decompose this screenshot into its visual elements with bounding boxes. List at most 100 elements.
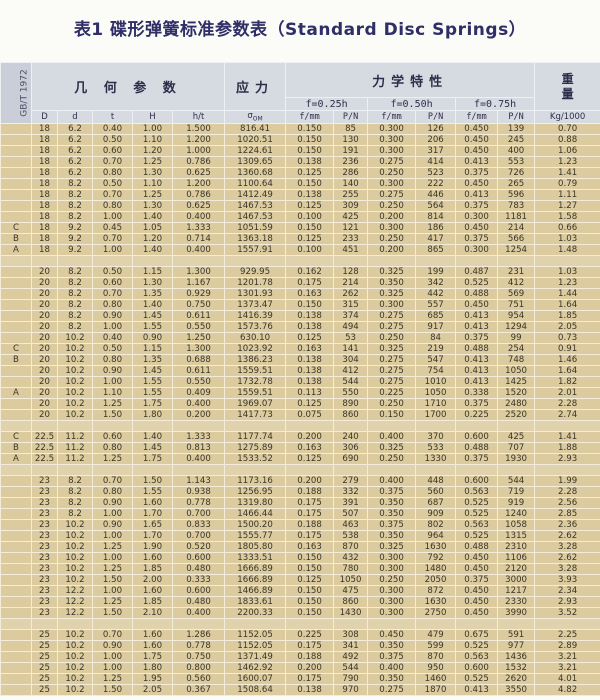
load-3-cell: 1217: [497, 585, 536, 597]
thickness-cell: 0.90: [92, 365, 133, 377]
free-height-cell: 1.30: [132, 277, 173, 289]
h-over-t-cell: 1.200: [171, 178, 226, 190]
spacer-row: [0, 420, 600, 432]
deflection-1-cell: 0.125: [285, 453, 335, 465]
load-3-cell: 707: [497, 442, 536, 454]
h-over-t-cell: 0.367: [171, 684, 226, 696]
h-over-t-cell: 0.700: [171, 530, 226, 542]
grade-cell: [0, 662, 32, 674]
stress-cell: 1666.89: [224, 574, 287, 586]
deflection-1-cell: 0.138: [285, 376, 335, 388]
deflection-2-cell: 0.325: [367, 541, 417, 553]
grade-cell: A: [0, 453, 32, 465]
table-row: 20 8.2 0.50 1.15 1.300 929.95 0.162 128 0.325 199…: [0, 266, 600, 278]
inner-diameter-cell: 10.2: [57, 552, 93, 564]
load-2-cell: 872: [415, 585, 457, 597]
deflection-1-cell: 0.175: [285, 277, 335, 289]
deflection-3-cell: 0.450: [455, 299, 499, 311]
load-1-cell: [333, 420, 369, 432]
thickness-cell: 1.00: [92, 244, 133, 256]
load-3-cell: 553: [497, 156, 536, 168]
grade-cell: [0, 200, 32, 212]
column-header: P/N: [333, 110, 369, 124]
h-over-t-cell: 0.833: [171, 519, 226, 531]
free-height-cell: 1.15: [132, 266, 173, 278]
deflection-1-cell: 0.125: [285, 332, 335, 344]
load-2-cell: 448: [415, 475, 457, 487]
thickness-cell: 1.25: [92, 398, 133, 410]
deflection-2-cell: 0.300: [367, 585, 417, 597]
grade-cell: [0, 178, 32, 190]
load-2-cell: [415, 420, 457, 432]
grade-cell: C: [0, 431, 32, 443]
deflection-2-cell: 0.325: [367, 288, 417, 300]
load-3-cell: 748: [497, 354, 536, 366]
deflection-2-cell: 0.375: [367, 519, 417, 531]
outer-diameter-cell: [31, 464, 58, 476]
load-2-cell: 792: [415, 552, 457, 564]
inner-diameter-cell: 12.2: [57, 596, 93, 608]
weight-cell: 4.82: [534, 684, 600, 696]
load-1-cell: 309: [333, 200, 369, 212]
inner-diameter-cell: [57, 255, 93, 267]
deflection-1-cell: 0.100: [285, 211, 335, 223]
grade-cell: [0, 376, 32, 388]
h-over-t-cell: 0.625: [171, 200, 226, 212]
deflection-2-cell: 0.375: [367, 651, 417, 663]
load-3-cell: 1436: [497, 651, 536, 663]
outer-diameter-cell: 23: [31, 486, 58, 498]
inner-diameter-cell: 10.2: [57, 541, 93, 553]
load-1-cell: 860: [333, 409, 369, 421]
weight-cell: 1.48: [534, 244, 600, 256]
load-3-cell: [497, 464, 536, 476]
deflection-3-cell: 0.488: [455, 288, 499, 300]
stress-cell: 1666.89: [224, 563, 287, 575]
outer-diameter-cell: 20: [31, 354, 58, 366]
h-over-t-cell: 0.409: [171, 387, 226, 399]
h-over-t-cell: 0.688: [171, 354, 226, 366]
inner-diameter-cell: 8.2: [57, 486, 93, 498]
h-over-t-cell: 0.625: [171, 167, 226, 179]
stress-cell: 1600.07: [224, 673, 287, 685]
load-3-cell: 1254: [497, 244, 536, 256]
deflection-3-cell: 0.675: [455, 629, 499, 641]
thickness-cell: 0.70: [92, 288, 133, 300]
grade-cell: [0, 288, 32, 300]
free-height-cell: 1.60: [132, 640, 173, 652]
h-over-t-cell: 0.700: [171, 508, 226, 520]
deflection-1-cell: 0.138: [285, 321, 335, 333]
stress-cell: 1224.61: [224, 145, 287, 157]
table-row: A 20 10.2 1.10 1.55 0.409 1559.51 0.113 550 0.225…: [0, 387, 600, 399]
load-1-cell: 240: [333, 431, 369, 443]
column-header: f/mm: [367, 110, 417, 124]
load-1-cell: 85: [333, 123, 369, 135]
stress-cell: 1416.39: [224, 310, 287, 322]
grade-cell: [0, 508, 32, 520]
stress-cell: 1732.78: [224, 376, 287, 388]
mechanics-header: 力学特性: [285, 62, 536, 98]
load-1-cell: 494: [333, 321, 369, 333]
deflection-2-cell: 0.275: [367, 189, 417, 201]
load-2-cell: 1010: [415, 376, 457, 388]
deflection-2-cell: [367, 618, 417, 630]
thickness-cell: 0.70: [92, 629, 133, 641]
load-2-cell: 950: [415, 662, 457, 674]
free-height-cell: 1.10: [132, 178, 173, 190]
table-row: 18 8.2 0.70 1.25 0.786 1412.49 0.138 255 0.275 44…: [0, 189, 600, 201]
thickness-cell: 0.40: [92, 123, 133, 135]
free-height-cell: 1.70: [132, 508, 173, 520]
load-3-cell: 1294: [497, 321, 536, 333]
load-2-cell: 1700: [415, 409, 457, 421]
grade-cell: [0, 497, 32, 509]
load-2-cell: 909: [415, 508, 457, 520]
grade-cell: [0, 629, 32, 641]
outer-diameter-cell: 20: [31, 332, 58, 344]
grade-cell: [0, 211, 32, 223]
load-1-cell: 128: [333, 266, 369, 278]
grade-cell: [0, 332, 32, 344]
weight-cell: 1.64: [534, 299, 600, 311]
h-over-t-cell: 0.400: [171, 244, 226, 256]
grade-cell: [0, 519, 32, 531]
h-over-t-cell: 0.714: [171, 233, 226, 245]
deflection-3-cell: 0.525: [455, 277, 499, 289]
